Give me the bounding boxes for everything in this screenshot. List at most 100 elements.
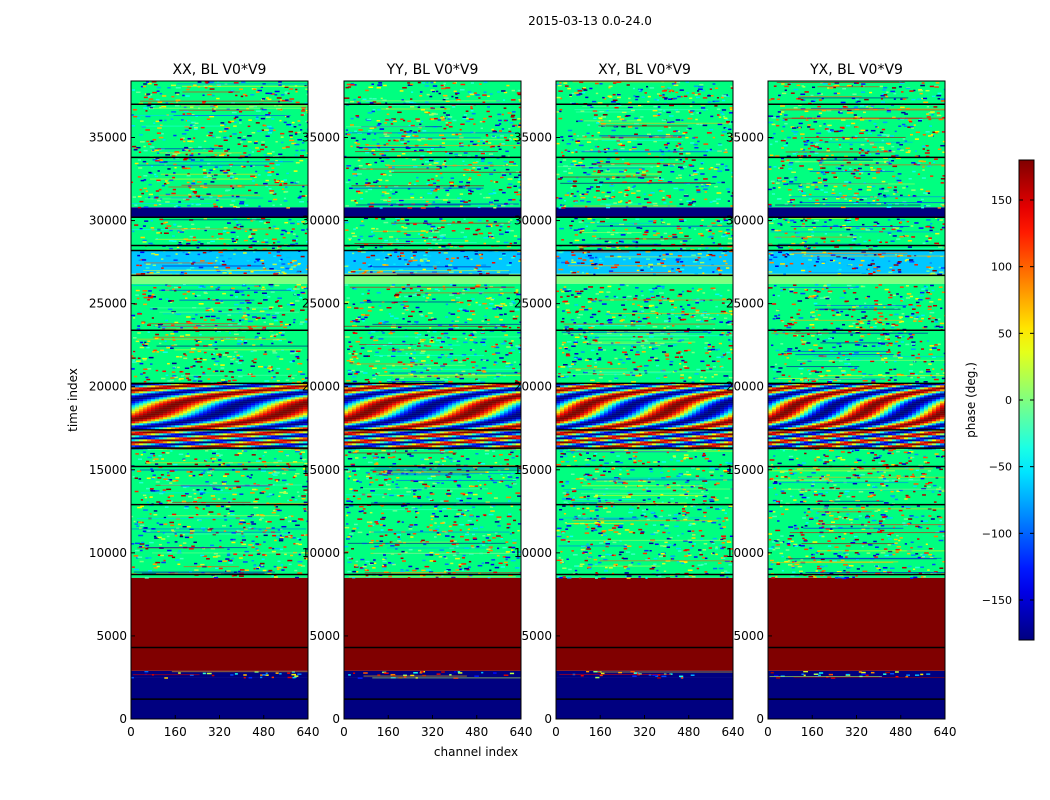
noise-cell — [276, 173, 279, 176]
noise-cell — [158, 188, 162, 191]
fringe-cell — [151, 435, 155, 438]
fringe-cell — [163, 393, 167, 396]
noise-cell — [238, 557, 243, 559]
fringe-cell — [428, 403, 432, 406]
noise-cell — [207, 513, 210, 515]
fringe-cell — [255, 427, 259, 430]
noise-cell — [373, 559, 376, 561]
noise-cell — [231, 376, 234, 378]
fringe-cell — [171, 445, 175, 448]
fringe-cell — [231, 411, 235, 414]
fringe-cell — [143, 409, 147, 412]
fringe-cell — [295, 437, 299, 440]
noise-cell — [268, 129, 274, 132]
fringe-cell — [500, 401, 504, 404]
fringe-cell — [235, 403, 239, 406]
fringe-cell — [396, 389, 400, 392]
fringe-cell — [163, 419, 167, 422]
fringe-streak — [162, 219, 271, 221]
noise-cell — [271, 676, 274, 679]
fringe-cell — [151, 407, 155, 410]
noise-cell — [239, 319, 242, 322]
noise-cell — [188, 548, 194, 550]
fringe-cell — [239, 409, 243, 412]
noise-cell — [300, 534, 306, 537]
fringe-cell — [283, 433, 287, 436]
noise-cell — [258, 365, 264, 368]
fringe-cell — [191, 437, 195, 440]
noise-cell — [518, 467, 521, 470]
fringe-cell — [283, 403, 287, 406]
noise-cell — [145, 376, 149, 379]
fringe-cell — [219, 389, 223, 392]
fringe-cell — [203, 425, 207, 428]
noise-cell — [184, 492, 189, 495]
noise-cell — [237, 137, 242, 139]
noise-cell — [132, 317, 136, 319]
noise-cell — [400, 557, 404, 559]
fringe-cell — [259, 383, 263, 386]
fringe-cell — [187, 427, 191, 430]
noise-cell — [239, 155, 245, 157]
fringe-cell — [199, 403, 203, 406]
fringe-cell — [147, 399, 151, 402]
noise-cell — [289, 352, 295, 355]
fringe-cell — [291, 399, 295, 402]
noise-cell — [149, 541, 154, 544]
fringe-cell — [151, 401, 155, 404]
fringe-cell — [155, 395, 159, 398]
noise-cell — [169, 521, 175, 524]
noise-cell — [300, 149, 306, 152]
fringe-cell — [195, 391, 199, 394]
noise-cell — [131, 181, 134, 184]
fringe-cell — [163, 427, 167, 430]
fringe-cell — [163, 433, 167, 436]
noise-cell — [298, 553, 301, 556]
fringe-cell — [508, 401, 512, 404]
fringe-cell — [263, 405, 267, 408]
fringe-cell — [271, 417, 275, 420]
noise-cell — [148, 171, 152, 174]
noise-cell — [133, 520, 136, 523]
fringe-cell — [155, 409, 159, 412]
fringe-cell — [147, 385, 151, 388]
fringe-cell — [163, 397, 167, 400]
noise-cell — [289, 499, 293, 501]
noise-cell — [504, 459, 509, 461]
noise-cell — [216, 97, 220, 100]
noise-cell — [394, 544, 400, 546]
noise-cell — [268, 307, 272, 310]
fringe-cell — [199, 439, 203, 442]
fringe-cell — [211, 391, 215, 394]
noise-cell — [382, 568, 387, 570]
noise-cell — [143, 187, 147, 190]
noise-cell — [222, 292, 226, 295]
fringe-cell — [155, 397, 159, 400]
fringe-cell — [171, 437, 175, 440]
noise-cell — [247, 461, 251, 463]
fringe-cell — [404, 395, 408, 398]
fringe-streak — [390, 541, 452, 543]
fringe-cell — [227, 427, 231, 430]
noise-cell — [212, 370, 216, 373]
fringe-cell — [179, 395, 183, 398]
fringe-cell — [263, 401, 267, 404]
fringe-streak — [371, 502, 521, 504]
noise-cell — [243, 312, 246, 315]
noise-cell — [289, 124, 293, 127]
fringe-cell — [283, 405, 287, 408]
noise-cell — [226, 554, 231, 556]
noise-cell — [295, 181, 300, 183]
noise-cell — [278, 84, 282, 86]
fringe-cell — [412, 401, 416, 404]
noise-cell — [234, 116, 239, 118]
noise-cell — [212, 449, 218, 451]
fringe-cell — [372, 399, 376, 402]
noise-cell — [258, 316, 261, 319]
fringe-cell — [131, 387, 135, 390]
fringe-cell — [287, 383, 291, 386]
noise-cell — [279, 119, 282, 122]
fringe-cell — [352, 401, 356, 404]
noise-cell — [186, 167, 191, 170]
noise-cell — [271, 511, 276, 514]
